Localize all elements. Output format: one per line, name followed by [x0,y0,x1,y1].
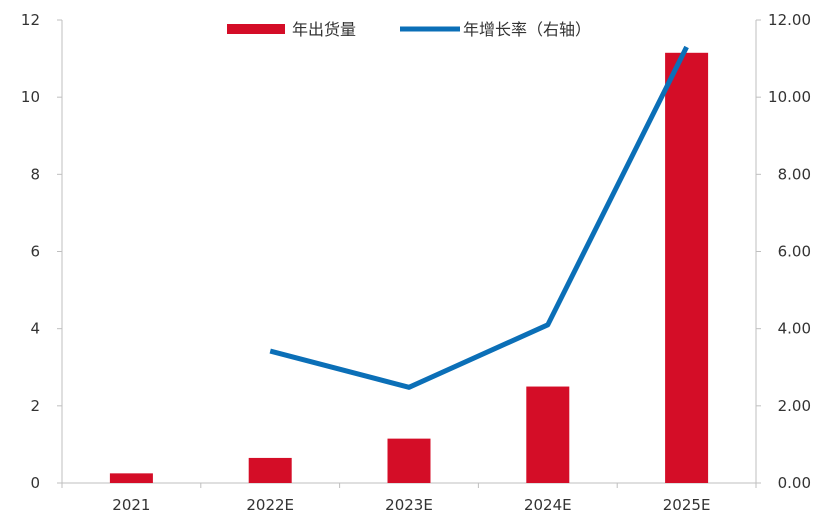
left-tick-label: 10 [21,88,40,106]
x-tick-label: 2021 [112,496,150,514]
right-tick-label: 0.00 [778,474,811,492]
right-tick-label: 12.00 [768,11,811,29]
left-tick-label: 0 [30,474,40,492]
x-axis-ticks: 2021 2022E 2023E 2024E 2025E [112,496,710,514]
legend-label-bar: 年出货量 [292,20,356,39]
left-tick-label: 8 [30,165,40,183]
right-tick-label: 10.00 [768,88,811,106]
bar-2025E [665,52,709,483]
left-tick-label: 4 [30,320,40,338]
x-tick-label: 2023E [385,496,433,514]
legend-label-line: 年增长率（右轴） [463,20,591,39]
left-tick-label: 12 [21,11,40,29]
left-tick-label: 2 [30,397,40,415]
axes [57,19,761,488]
bar-2023E [387,438,431,483]
bar-2022E [248,457,292,483]
right-tick-label: 4.00 [778,320,811,338]
bar-2024E [526,386,570,483]
legend-swatch-bar [227,24,285,34]
right-tick-label: 2.00 [778,397,811,415]
bar-series [109,52,709,483]
left-tick-label: 6 [30,243,40,261]
right-tick-label: 8.00 [778,165,811,183]
growth-rate-line [269,45,689,390]
x-tick-label: 2025E [663,496,711,514]
right-axis-ticks: 0.00 2.00 4.00 6.00 8.00 10.00 12.00 [768,11,811,492]
x-tick-label: 2022E [246,496,294,514]
left-axis-ticks: 0 2 4 6 8 10 12 [21,11,40,492]
line-series [269,45,689,390]
right-tick-label: 6.00 [778,243,811,261]
x-tick-label: 2024E [524,496,572,514]
bar-2021 [109,473,153,483]
legend: 年出货量 年增长率（右轴） [227,20,591,39]
